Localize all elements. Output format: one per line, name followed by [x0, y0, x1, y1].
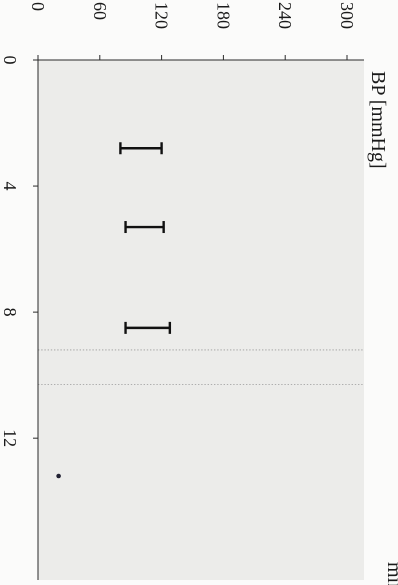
ticks: 0 60 120 180 240 300 0 4 8 12: [0, 2, 357, 447]
data-point: [56, 473, 61, 479]
bp-tick-label: 300: [337, 2, 357, 29]
time-tick-label: 4: [0, 182, 20, 191]
plot-area: [38, 60, 364, 580]
time-tick-label: 12: [0, 429, 20, 447]
time-tick-label: 0: [0, 56, 20, 65]
data-marks: [56, 142, 172, 479]
y-axis-label: BP [mmHg]: [367, 71, 389, 169]
time-tick-label: 8: [0, 308, 20, 317]
bp-tick-label: 240: [275, 2, 295, 29]
bp-tick-label: 0: [28, 2, 48, 11]
x-axis-label: min: [383, 562, 398, 585]
bp-tick-label: 180: [213, 2, 233, 29]
bp-tick-label: 60: [90, 2, 110, 20]
bp-tick-label: 120: [152, 2, 172, 29]
axes: [37, 59, 364, 580]
